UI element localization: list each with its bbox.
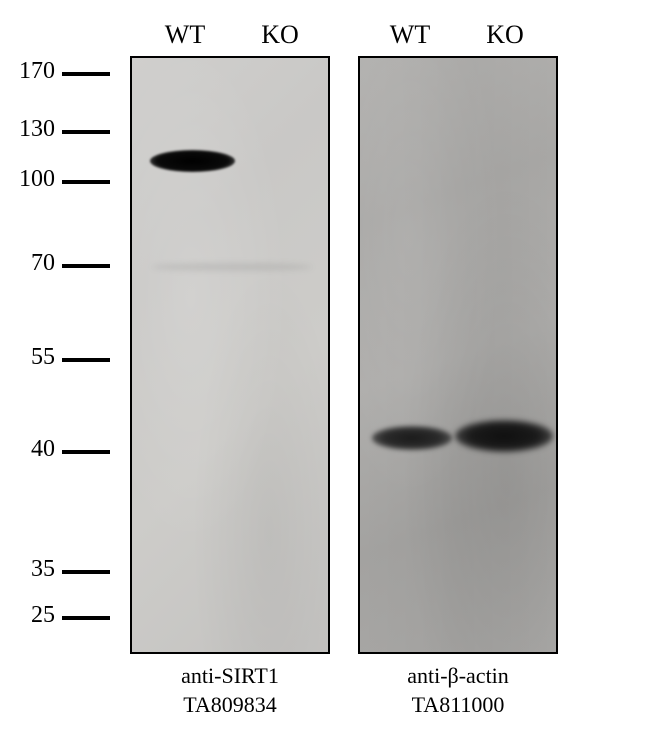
blot-panel-actin xyxy=(358,56,558,654)
blot-texture-left xyxy=(132,58,328,652)
lane-label-left-ko: KO xyxy=(250,20,310,50)
blot-texture-right xyxy=(360,58,556,652)
ladder-label-100: 100 xyxy=(10,166,55,193)
ladder-tick-130 xyxy=(62,130,110,134)
antibody-actin-line1: anti-β-actin xyxy=(358,662,558,691)
lane-label-left-wt: WT xyxy=(155,20,215,50)
antibody-label-sirt1: anti-SIRT1 TA809834 xyxy=(130,662,330,719)
band-actin-wt xyxy=(372,426,452,450)
lane-label-right-ko: KO xyxy=(475,20,535,50)
ladder-label-70: 70 xyxy=(10,250,55,277)
ladder-tick-70 xyxy=(62,264,110,268)
ladder-label-25: 25 xyxy=(10,602,55,629)
ladder-tick-100 xyxy=(62,180,110,184)
ladder-label-130: 130 xyxy=(10,116,55,143)
antibody-sirt1-line1: anti-SIRT1 xyxy=(130,662,330,691)
ladder-label-170: 170 xyxy=(10,58,55,85)
ladder-tick-25 xyxy=(62,616,110,620)
antibody-label-actin: anti-β-actin TA811000 xyxy=(358,662,558,719)
lane-label-right-wt: WT xyxy=(380,20,440,50)
antibody-actin-line2: TA811000 xyxy=(358,691,558,720)
western-blot-figure: 170 130 100 70 55 40 35 25 WT KO WT KO xyxy=(0,0,650,743)
band-sirt1-wt xyxy=(150,150,235,172)
ladder-label-55: 55 xyxy=(10,344,55,371)
antibody-sirt1-line2: TA809834 xyxy=(130,691,330,720)
ladder-tick-35 xyxy=(62,570,110,574)
blot-panel-sirt1 xyxy=(130,56,330,654)
ladder-tick-55 xyxy=(62,358,110,362)
ladder-tick-170 xyxy=(62,72,110,76)
ladder-tick-40 xyxy=(62,450,110,454)
band-actin-ko xyxy=(455,420,553,452)
ladder-label-40: 40 xyxy=(10,436,55,463)
ladder-label-35: 35 xyxy=(10,556,55,583)
band-faint-70 xyxy=(152,263,312,271)
